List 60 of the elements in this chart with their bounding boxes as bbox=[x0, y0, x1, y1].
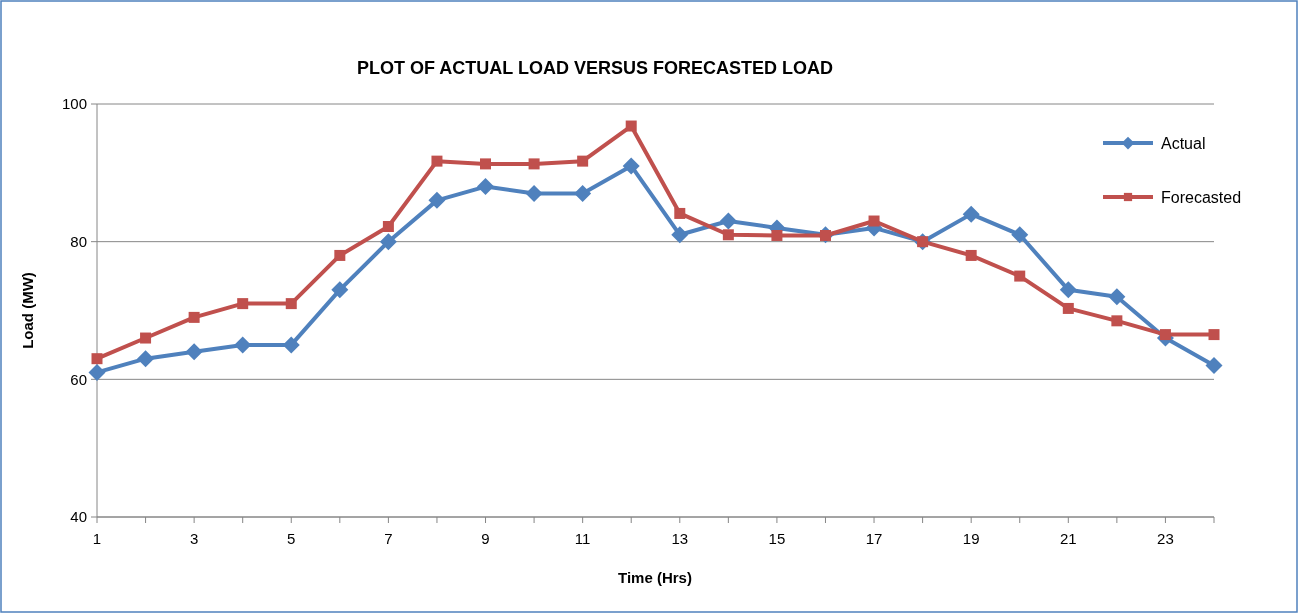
x-tick-label: 5 bbox=[287, 530, 296, 547]
point bbox=[674, 207, 686, 219]
legend-label: Forecasted bbox=[1161, 188, 1242, 206]
x-tick-label: 17 bbox=[865, 530, 883, 547]
point bbox=[622, 157, 640, 175]
point bbox=[719, 212, 737, 230]
point bbox=[574, 184, 592, 202]
x-tick-label: 9 bbox=[481, 530, 490, 547]
point bbox=[382, 221, 394, 233]
y-axis-title: Load (MW) bbox=[19, 272, 36, 349]
x-tick-label: 11 bbox=[574, 530, 591, 547]
point bbox=[577, 155, 589, 167]
point bbox=[428, 191, 446, 209]
y-tick-label: 80 bbox=[70, 232, 87, 250]
point bbox=[140, 332, 152, 344]
point bbox=[185, 343, 203, 361]
point bbox=[1011, 226, 1029, 244]
point bbox=[671, 226, 689, 244]
point bbox=[480, 158, 492, 170]
y-tick-label: 60 bbox=[70, 370, 87, 388]
x-tick-label: 13 bbox=[671, 530, 689, 547]
point bbox=[1059, 281, 1077, 299]
point bbox=[88, 363, 106, 381]
point bbox=[722, 229, 734, 241]
point bbox=[528, 158, 540, 170]
point bbox=[1159, 329, 1171, 341]
x-tick-label: 21 bbox=[1059, 530, 1077, 547]
x-tick-label: 7 bbox=[384, 530, 393, 547]
point bbox=[431, 155, 443, 167]
point bbox=[965, 249, 977, 261]
x-tick-label: 15 bbox=[768, 530, 786, 547]
chart-title: PLOT OF ACTUAL LOAD VERSUS FORECASTED LOAD bbox=[356, 58, 834, 78]
point bbox=[962, 205, 980, 223]
point bbox=[331, 281, 349, 299]
point bbox=[91, 353, 103, 365]
y-tick-label: 100 bbox=[61, 95, 87, 113]
point bbox=[1062, 302, 1074, 314]
point bbox=[237, 298, 249, 310]
point bbox=[285, 298, 297, 310]
x-tick-label: 23 bbox=[1157, 530, 1174, 547]
point bbox=[1208, 329, 1220, 341]
point bbox=[334, 249, 346, 261]
point bbox=[137, 350, 155, 368]
point bbox=[379, 233, 397, 251]
point bbox=[525, 184, 543, 202]
x-axis-title: Time (Hrs) bbox=[618, 569, 692, 586]
x-tick-label: 3 bbox=[189, 530, 199, 547]
x-tick-label: 19 bbox=[962, 530, 980, 547]
point bbox=[1108, 288, 1126, 306]
point bbox=[1111, 315, 1123, 327]
point bbox=[1205, 357, 1223, 375]
point bbox=[771, 229, 783, 241]
x-tick-label: 1 bbox=[92, 530, 102, 547]
point bbox=[625, 120, 637, 132]
point bbox=[188, 311, 200, 323]
point bbox=[868, 215, 880, 227]
point bbox=[477, 178, 495, 196]
point bbox=[1014, 270, 1026, 282]
y-tick-label: 40 bbox=[70, 508, 87, 526]
legend-label: Actual bbox=[1161, 134, 1206, 152]
